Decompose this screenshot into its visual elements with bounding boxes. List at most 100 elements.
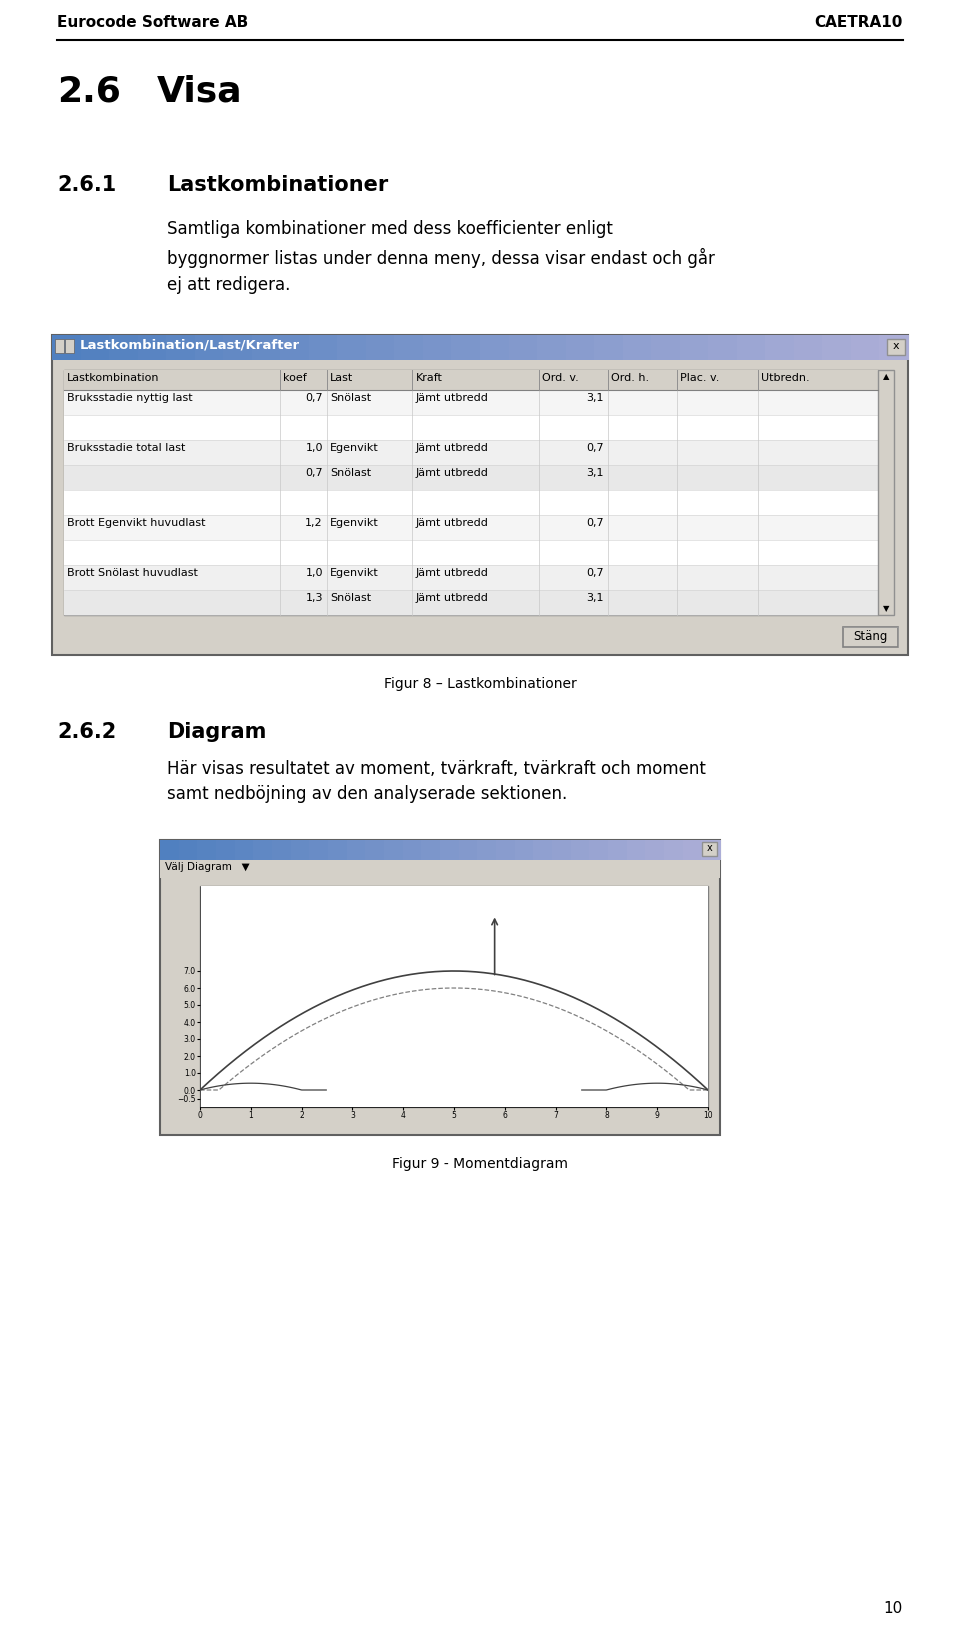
Bar <box>55 340 64 353</box>
Bar <box>645 840 665 860</box>
Text: Egenvikt: Egenvikt <box>330 443 378 453</box>
Bar <box>137 335 167 359</box>
Text: Visa: Visa <box>157 75 243 108</box>
Text: Egenvikt: Egenvikt <box>330 519 378 528</box>
Bar <box>421 840 441 860</box>
Bar <box>64 369 878 391</box>
Text: Samtliga kombinationer med dess koefficienter enligt: Samtliga kombinationer med dess koeffici… <box>167 220 612 238</box>
Bar <box>65 340 74 353</box>
Bar <box>570 840 590 860</box>
Bar <box>737 335 766 359</box>
Text: 3,1: 3,1 <box>587 468 604 478</box>
Text: koef: koef <box>282 373 306 382</box>
Bar <box>477 840 497 860</box>
Bar <box>534 840 553 860</box>
Bar <box>347 840 367 860</box>
Bar <box>851 335 880 359</box>
Bar <box>252 335 281 359</box>
Bar <box>253 840 273 860</box>
Text: Lastkombination: Lastkombination <box>67 373 159 382</box>
Text: x: x <box>893 341 900 351</box>
Bar <box>195 335 225 359</box>
Bar <box>794 335 824 359</box>
Text: Stäng: Stäng <box>853 630 888 643</box>
Bar <box>402 840 422 860</box>
Bar <box>680 335 709 359</box>
Text: Bruksstadie nyttig last: Bruksstadie nyttig last <box>67 392 193 404</box>
Bar <box>480 335 510 359</box>
Text: Bruksstadie total last: Bruksstadie total last <box>67 443 185 453</box>
Text: byggnormer listas under denna meny, dessa visar endast och går: byggnormer listas under denna meny, dess… <box>167 248 715 267</box>
Bar <box>291 840 310 860</box>
Text: Figur 9 - Momentdiagram: Figur 9 - Momentdiagram <box>392 1157 568 1172</box>
Bar <box>440 840 460 860</box>
Bar <box>280 335 310 359</box>
Text: Ord. h.: Ord. h. <box>611 373 649 382</box>
Bar <box>384 840 403 860</box>
Text: 1,2: 1,2 <box>305 519 323 528</box>
Bar <box>337 335 367 359</box>
Bar <box>552 840 571 860</box>
Bar <box>537 335 566 359</box>
Bar <box>823 335 852 359</box>
Bar <box>608 840 628 860</box>
Bar <box>451 335 481 359</box>
Bar <box>515 840 535 860</box>
Text: Egenvikt: Egenvikt <box>330 568 378 578</box>
Bar <box>64 391 878 415</box>
Bar <box>64 591 878 615</box>
Bar <box>64 440 878 464</box>
Text: Eurocode Software AB: Eurocode Software AB <box>57 15 249 30</box>
Bar <box>366 335 396 359</box>
Bar <box>623 335 652 359</box>
Text: Jämt utbredd: Jämt utbredd <box>416 592 489 602</box>
Text: ▼: ▼ <box>883 604 889 614</box>
Bar <box>664 840 684 860</box>
Text: Snölast: Snölast <box>330 392 372 404</box>
Bar <box>52 335 908 655</box>
Text: Last: Last <box>330 373 353 382</box>
Bar <box>395 335 424 359</box>
Bar <box>594 335 624 359</box>
Bar <box>160 840 180 860</box>
Bar <box>272 840 292 860</box>
Bar <box>459 840 478 860</box>
Bar <box>565 335 595 359</box>
Text: Snölast: Snölast <box>330 468 372 478</box>
Text: Jämt utbredd: Jämt utbredd <box>416 468 489 478</box>
Bar <box>627 840 646 860</box>
Text: 1,3: 1,3 <box>305 592 323 602</box>
Bar <box>216 840 235 860</box>
Text: Snölast: Snölast <box>330 592 372 602</box>
Bar <box>81 335 110 359</box>
Bar <box>166 335 196 359</box>
Text: Brott Snölast huvudlast: Brott Snölast huvudlast <box>67 568 198 578</box>
Bar <box>309 840 329 860</box>
Text: 0,7: 0,7 <box>587 519 604 528</box>
Bar <box>64 369 878 615</box>
Bar <box>879 335 909 359</box>
Bar <box>160 860 720 878</box>
Text: Jämt utbredd: Jämt utbredd <box>416 519 489 528</box>
Text: Här visas resultatet av moment, tvärkraft, tvärkraft och moment: Här visas resultatet av moment, tvärkraf… <box>167 760 706 778</box>
Text: Plac. v.: Plac. v. <box>680 373 719 382</box>
Bar <box>309 335 338 359</box>
Bar <box>366 840 385 860</box>
Text: Ord. v.: Ord. v. <box>541 373 578 382</box>
Text: Jämt utbredd: Jämt utbredd <box>416 568 489 578</box>
Bar <box>160 840 720 1136</box>
Text: Figur 8 – Lastkombinationer: Figur 8 – Lastkombinationer <box>384 678 576 691</box>
Text: 2.6: 2.6 <box>57 75 121 108</box>
Bar <box>651 335 681 359</box>
Bar <box>702 842 717 857</box>
Bar <box>423 335 452 359</box>
Text: 2.6.2: 2.6.2 <box>57 722 116 742</box>
Text: Lastkombination/Last/Krafter: Lastkombination/Last/Krafter <box>80 340 300 353</box>
Text: 10: 10 <box>884 1602 903 1616</box>
Text: 0,7: 0,7 <box>587 568 604 578</box>
Text: Lastkombinationer: Lastkombinationer <box>167 176 388 195</box>
Text: Jämt utbredd: Jämt utbredd <box>416 392 489 404</box>
Bar <box>64 464 878 491</box>
Bar <box>223 335 252 359</box>
Bar <box>887 340 905 354</box>
